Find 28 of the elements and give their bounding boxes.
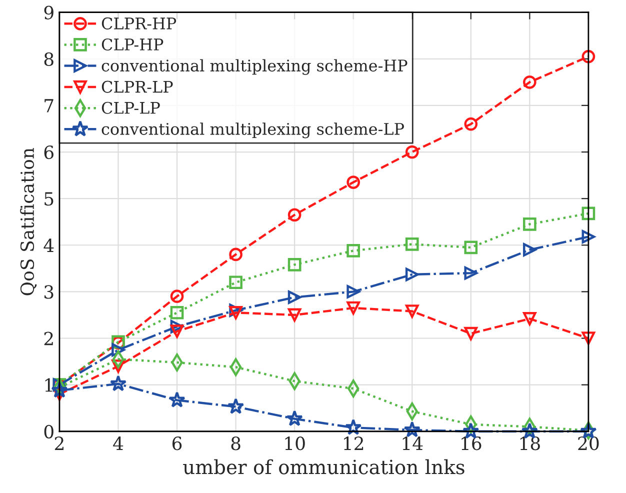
x-tick-label: 18: [520, 436, 540, 450]
y-tick-label: 7: [44, 99, 54, 112]
y-tick-label: 4: [44, 238, 54, 252]
x-tick-label: 8: [231, 436, 240, 450]
x-tick-label: 10: [285, 436, 305, 450]
legend-label: conventional multiplexing scheme-HP: [102, 59, 408, 75]
legend-label: CLP-HP: [102, 38, 164, 51]
x-tick-label: 14: [402, 436, 423, 450]
y-tick-label: 6: [44, 145, 54, 160]
x-tick-label: 16: [462, 436, 482, 450]
x-tick-label: 6: [172, 436, 182, 450]
y-tick-label: 2: [44, 332, 53, 346]
legend-label: conventional multiplexing scheme-LP: [102, 122, 404, 138]
x-tick-label: 20: [578, 436, 599, 450]
x-tick-label: 4: [113, 436, 124, 450]
y-tick-label: 3: [44, 285, 54, 299]
legend-label: CLPR-LP: [102, 80, 173, 93]
legend-label: CLP-LP: [102, 102, 160, 114]
x-tick-label: 2: [54, 436, 64, 450]
y-axis-title: QoS Satification: [20, 148, 37, 296]
y-tick-label: 9: [44, 6, 54, 20]
y-tick-label: 0: [44, 424, 54, 438]
x-axis-title: umber of ommunication lnks: [183, 459, 464, 474]
legend-label: CLPR-HP: [102, 17, 176, 30]
y-tick-label: 8: [44, 52, 54, 66]
x-tick-label: 12: [344, 436, 364, 450]
y-tick-label: 1: [45, 378, 52, 392]
y-tick-label: 5: [44, 192, 54, 206]
